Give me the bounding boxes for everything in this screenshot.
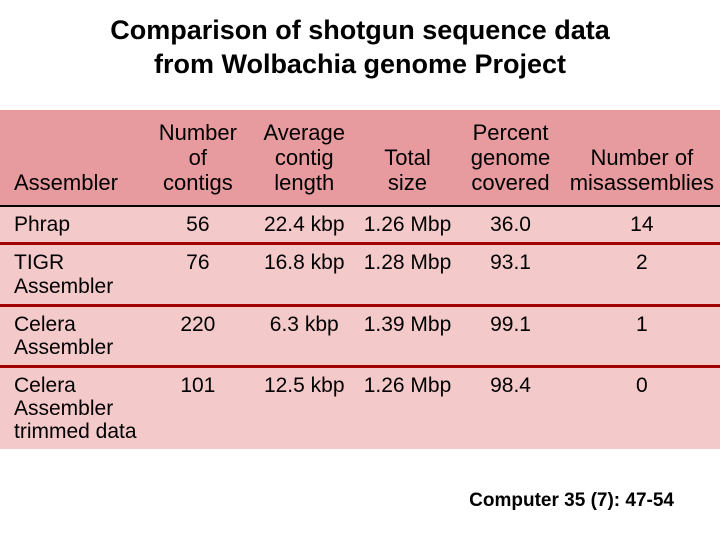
cell-assembler: Celera Assembler trimmed data bbox=[0, 368, 145, 449]
cell-total: 1.39 Mbp bbox=[358, 307, 458, 365]
cell-contigs: 56 bbox=[145, 206, 251, 242]
cell-pct: 93.1 bbox=[457, 245, 563, 303]
cell-assembler: Celera Assembler bbox=[0, 307, 145, 365]
col-pct-covered: Percent genome covered bbox=[457, 110, 563, 206]
cell-total: 1.28 Mbp bbox=[358, 245, 458, 303]
col-avg-length: Average contig length bbox=[251, 110, 358, 206]
citation: Computer 35 (7): 47-54 bbox=[469, 490, 674, 512]
cell-contigs: 220 bbox=[145, 307, 251, 365]
cell-mis: 1 bbox=[564, 307, 720, 365]
cell-assembler: Phrap bbox=[0, 206, 145, 242]
cell-avg-len: 16.8 kbp bbox=[251, 245, 358, 303]
comparison-table-wrap: Assembler Number of contigs Average cont… bbox=[0, 110, 720, 450]
table-row: Phrap 56 22.4 kbp 1.26 Mbp 36.0 14 bbox=[0, 206, 720, 242]
cell-mis: 0 bbox=[564, 368, 720, 449]
title-line-1: Comparison of shotgun sequence data bbox=[110, 15, 610, 45]
cell-avg-len: 6.3 kbp bbox=[251, 307, 358, 365]
table-row: Celera Assembler 220 6.3 kbp 1.39 Mbp 99… bbox=[0, 307, 720, 365]
cell-pct: 36.0 bbox=[457, 206, 563, 242]
cell-total: 1.26 Mbp bbox=[358, 206, 458, 242]
title-line-2: from Wolbachia genome Project bbox=[154, 49, 566, 79]
cell-avg-len: 12.5 kbp bbox=[251, 368, 358, 449]
cell-pct: 99.1 bbox=[457, 307, 563, 365]
col-num-contigs: Number of contigs bbox=[145, 110, 251, 206]
cell-total: 1.26 Mbp bbox=[358, 368, 458, 449]
table-row: Celera Assembler trimmed data 101 12.5 k… bbox=[0, 368, 720, 449]
table-row: TIGR Assembler 76 16.8 kbp 1.28 Mbp 93.1… bbox=[0, 245, 720, 303]
col-misassemblies: Number of misassemblies bbox=[564, 110, 720, 206]
page-title: Comparison of shotgun sequence data from… bbox=[0, 0, 720, 110]
cell-pct: 98.4 bbox=[457, 368, 563, 449]
table-header-row: Assembler Number of contigs Average cont… bbox=[0, 110, 720, 206]
cell-contigs: 76 bbox=[145, 245, 251, 303]
col-total-size: Total size bbox=[358, 110, 458, 206]
cell-avg-len: 22.4 kbp bbox=[251, 206, 358, 242]
comparison-table: Assembler Number of contigs Average cont… bbox=[0, 110, 720, 450]
cell-mis: 14 bbox=[564, 206, 720, 242]
col-assembler: Assembler bbox=[0, 110, 145, 206]
cell-assembler: TIGR Assembler bbox=[0, 245, 145, 303]
cell-contigs: 101 bbox=[145, 368, 251, 449]
cell-mis: 2 bbox=[564, 245, 720, 303]
